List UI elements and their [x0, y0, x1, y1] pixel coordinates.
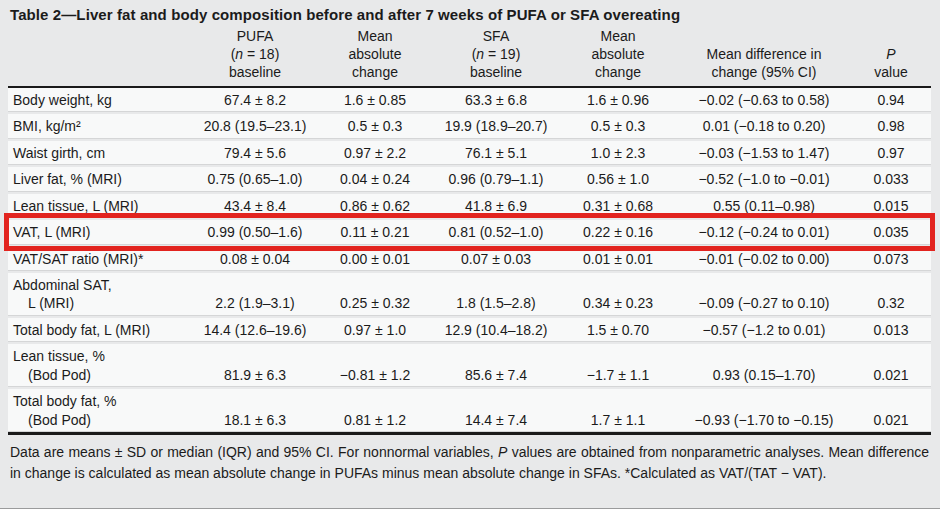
cell-value: 1.6 ± 0.96 [562, 91, 674, 109]
cell-value: 0.01 ± 0.01 [562, 250, 674, 268]
cell-value: −0.93 (−1.70 to −0.15) [674, 411, 854, 429]
cell-value: 1.6 ± 0.85 [320, 91, 430, 109]
cell-value: 0.81 ± 1.2 [320, 411, 430, 429]
table-row: BMI, kg/m²20.8 (19.5–23.1)0.5 ± 0.319.9 … [8, 114, 931, 138]
table-row: Abdominal SAT,L (MRI)2.2 (1.9–3.1)0.25 ±… [8, 273, 931, 316]
cell-value: 0.56 ± 1.0 [562, 170, 674, 188]
cell-value: 0.035 [854, 223, 928, 241]
cell-value: 0.073 [854, 250, 928, 268]
cell-value: 0.11 ± 0.21 [320, 223, 430, 241]
cell-value: 0.55 (0.11–0.98) [674, 197, 854, 215]
cell-value: 0.5 ± 0.3 [320, 117, 430, 135]
cell-value: −0.02 (−0.63 to 0.58) [674, 91, 854, 109]
column-header-pufa-baseline: PUFA(n = 18)baseline [190, 28, 320, 82]
cell-value: 0.96 (0.79–1.1) [430, 170, 562, 188]
cell-value: −1.7 ± 1.1 [562, 366, 674, 384]
cell-value: 0.93 (0.15–1.70) [674, 366, 854, 384]
cell-value: 14.4 (12.6–19.6) [190, 321, 320, 339]
cell-value: 1.7 ± 1.1 [562, 411, 674, 429]
cell-value: 0.94 [854, 91, 928, 109]
cell-value: 0.31 ± 0.68 [562, 197, 674, 215]
table-row: Lean tissue, %(Bod Pod)81.9 ± 6.3−0.81 ±… [8, 344, 931, 387]
cell-value: 0.5 ± 0.3 [562, 117, 674, 135]
cell-value: 1.0 ± 2.3 [562, 144, 674, 162]
table-row: VAT/SAT ratio (MRI)*0.08 ± 0.040.00 ± 0.… [8, 247, 931, 271]
cell-value: 0.97 [854, 144, 928, 162]
cell-value: 19.9 (18.9–20.7) [430, 117, 562, 135]
cell-value: −0.52 (−1.0 to −0.01) [674, 170, 854, 188]
paper-table-figure: Table 2—Liver fat and body composition b… [0, 0, 940, 509]
cell-value: 0.97 ± 1.0 [320, 321, 430, 339]
cell-value: −0.03 (−1.53 to 1.47) [674, 144, 854, 162]
table-row: Waist girth, cm79.4 ± 5.60.97 ± 2.276.1 … [8, 141, 931, 165]
cell-value: 0.013 [854, 321, 928, 339]
cell-value: 67.4 ± 8.2 [190, 91, 320, 109]
cell-value: 85.6 ± 7.4 [430, 366, 562, 384]
column-header-p-value: Pvalue [854, 46, 928, 82]
cell-value: 0.97 ± 2.2 [320, 144, 430, 162]
column-header-sfa-baseline: SFA(n = 19)baseline [430, 28, 562, 82]
table-row-highlighted: VAT, L (MRI)0.99 (0.50–1.6)0.11 ± 0.210.… [8, 220, 931, 244]
cell-value: −0.12 (−0.24 to 0.01) [674, 223, 854, 241]
table-header-row: PUFA(n = 18)baselineMeanabsolutechangeSF… [8, 28, 931, 88]
row-label: Liver fat, % (MRI) [8, 170, 190, 188]
cell-value: 20.8 (19.5–23.1) [190, 117, 320, 135]
cell-value: 0.75 (0.65–1.0) [190, 170, 320, 188]
cell-value: 76.1 ± 5.1 [430, 144, 562, 162]
column-header-mean-difference-in-change: Mean difference inchange (95% CI) [674, 46, 854, 82]
cell-value: −0.81 ± 1.2 [320, 366, 430, 384]
cell-value: −0.57 (−1.2 to 0.01) [674, 321, 854, 339]
cell-value: 0.015 [854, 197, 928, 215]
cell-value: 0.07 ± 0.03 [430, 250, 562, 268]
table-title: Table 2—Liver fat and body composition b… [8, 5, 931, 28]
table-row: Liver fat, % (MRI)0.75 (0.65–1.0)0.04 ± … [8, 167, 931, 191]
cell-value: 12.9 (10.4–18.2) [430, 321, 562, 339]
cell-value: 81.9 ± 6.3 [190, 366, 320, 384]
row-label: BMI, kg/m² [8, 117, 190, 135]
cell-value: 1.8 (1.5–2.8) [430, 294, 562, 312]
cell-value: 0.01 (−0.18 to 0.20) [674, 117, 854, 135]
row-label: Total body fat, %(Bod Pod) [8, 392, 190, 429]
table-row: Body weight, kg67.4 ± 8.21.6 ± 0.8563.3 … [8, 88, 931, 112]
cell-value: 0.25 ± 0.32 [320, 294, 430, 312]
row-label: Lean tissue, %(Bod Pod) [8, 347, 190, 384]
cell-value: 0.22 ± 0.16 [562, 223, 674, 241]
cell-value: 18.1 ± 6.3 [190, 411, 320, 429]
row-label: Total body fat, L (MRI) [8, 321, 190, 339]
cell-value: 63.3 ± 6.8 [430, 91, 562, 109]
cell-value: −0.09 (−0.27 to 0.10) [674, 294, 854, 312]
cell-value: 0.32 [854, 294, 928, 312]
cell-value: 1.5 ± 0.70 [562, 321, 674, 339]
table-row: Total body fat, %(Bod Pod)18.1 ± 6.30.81… [8, 389, 931, 432]
row-label: Body weight, kg [8, 91, 190, 109]
cell-value: 0.99 (0.50–1.6) [190, 223, 320, 241]
row-label: Waist girth, cm [8, 144, 190, 162]
cell-value: 0.08 ± 0.04 [190, 250, 320, 268]
table-footnote: Data are means ± SD or median (IQR) and … [8, 435, 931, 484]
cell-value: 43.4 ± 8.4 [190, 197, 320, 215]
cell-value: 41.8 ± 6.9 [430, 197, 562, 215]
column-header-pufa-mean-absolute-change: Meanabsolutechange [320, 28, 430, 82]
cell-value: 0.033 [854, 170, 928, 188]
cell-value: 0.81 (0.52–1.0) [430, 223, 562, 241]
cell-value: 0.021 [854, 366, 928, 384]
column-header-sfa-mean-absolute-change: Meanabsolutechange [562, 28, 674, 82]
row-label: VAT/SAT ratio (MRI)* [8, 250, 190, 268]
cell-value: −0.01 (−0.02 to 0.00) [674, 250, 854, 268]
table-row: Total body fat, L (MRI)14.4 (12.6–19.6)0… [8, 318, 931, 342]
table-row: Lean tissue, L (MRI)43.4 ± 8.40.86 ± 0.6… [8, 194, 931, 218]
cell-value: 0.021 [854, 411, 928, 429]
cell-value: 79.4 ± 5.6 [190, 144, 320, 162]
cell-value: 0.98 [854, 117, 928, 135]
table-body: Body weight, kg67.4 ± 8.21.6 ± 0.8563.3 … [8, 88, 931, 436]
cell-value: 0.04 ± 0.24 [320, 170, 430, 188]
cell-value: 0.34 ± 0.23 [562, 294, 674, 312]
cell-value: 2.2 (1.9–3.1) [190, 294, 320, 312]
cell-value: 14.4 ± 7.4 [430, 411, 562, 429]
row-label: Lean tissue, L (MRI) [8, 197, 190, 215]
row-label: Abdominal SAT,L (MRI) [8, 276, 190, 313]
cell-value: 0.86 ± 0.62 [320, 197, 430, 215]
cell-value: 0.00 ± 0.01 [320, 250, 430, 268]
row-label: VAT, L (MRI) [8, 223, 190, 241]
